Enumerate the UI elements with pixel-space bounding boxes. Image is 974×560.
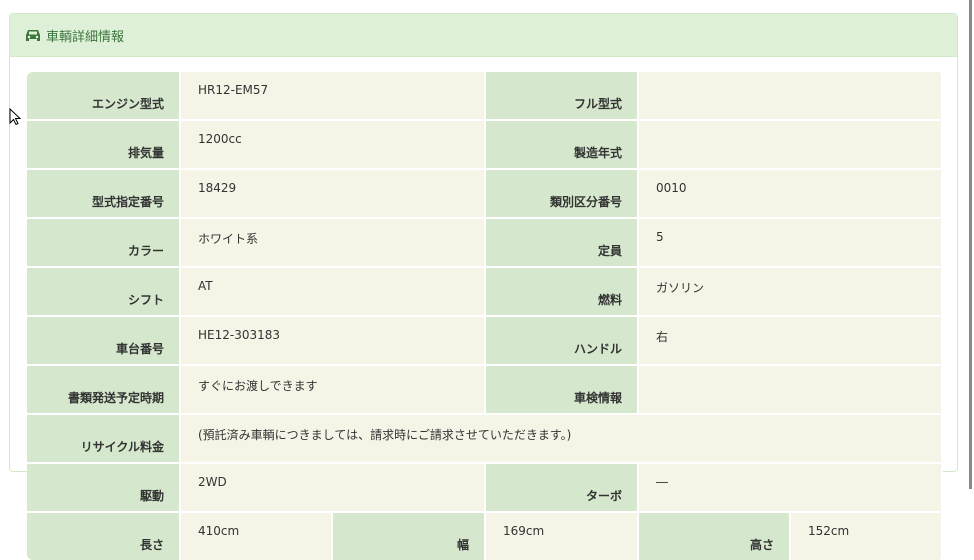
car-icon [26,29,40,41]
field-value: 右 [638,316,944,366]
table-row: 書類発送予定時期 すぐにお渡しできます 車検情報 [27,365,944,415]
table-row: カラー ホワイト系 定員 5 [27,218,944,268]
field-label: 長さ [27,512,181,560]
field-label: フル型式 [485,72,640,121]
vehicle-details-panel: 車輌詳細情報 エンジン型式 HR12-EM57 フル型式 排気量 1200cc 製造年式型… [9,13,958,560]
field-label: 駆動 [27,463,181,513]
field-label: エンジン型式 [27,72,181,121]
table-row: 型式指定番号 18429 類別区分番号 0010 [27,169,944,219]
table-row: 排気量 1200cc 製造年式 [27,120,944,170]
vehicle-spec-table: エンジン型式 HR12-EM57 フル型式 排気量 1200cc 製造年式 型式指定番号 18… [27,72,944,560]
field-value: ― [638,463,944,513]
field-value: すぐにお渡しできます [180,365,487,415]
table-row: シフト AT 燃料 ガソリン [27,267,944,317]
field-value [638,365,944,415]
field-label: 幅 [332,512,487,560]
field-value: ホワイト系 [180,218,487,268]
table-row: リサイクル料金 (預託済み車輌につきましては、請求時にご請求させていただきます。) [27,414,944,464]
field-label: 燃料 [485,267,640,317]
field-label: カラー [27,218,181,268]
scrollbar[interactable] [969,0,972,489]
field-value: 5 [638,218,944,268]
field-value: HE12-303183 [180,316,487,366]
field-value: 152cm [790,512,944,560]
mouse-cursor-icon [9,108,21,126]
field-label: 書類発送予定時期 [27,365,181,415]
field-label: ハンドル [485,316,640,366]
field-value: 410cm [180,512,333,560]
panel-title: 車輌詳細情報 [46,29,125,45]
field-value: 18429 [180,169,487,219]
panel-header: 車輌詳細情報 [10,14,957,57]
field-value: ガソリン [638,267,944,317]
field-value [638,120,944,170]
table-row: 長さ 410cm 幅 169cm 高さ 152cm [27,512,944,560]
field-label: 類別区分番号 [485,169,640,219]
field-label: リサイクル料金 [27,414,181,464]
table-row: エンジン型式 HR12-EM57 フル型式 [27,72,944,121]
field-value: 169cm [485,512,640,560]
field-label: 排気量 [27,120,181,170]
field-value: HR12-EM57 [180,72,487,121]
field-label: 定員 [485,218,640,268]
field-label: ターボ [485,463,640,513]
field-value: 1200cc [180,120,487,170]
field-value: 2WD [180,463,487,513]
field-value: (預託済み車輌につきましては、請求時にご請求させていただきます。) [180,414,944,464]
table-row: 駆動 2WD ターボ ― [27,463,944,513]
table-row: 車台番号 HE12-303183 ハンドル右 [27,316,944,366]
field-label: 型式指定番号 [27,169,181,219]
field-label: 製造年式 [485,120,640,170]
field-value: 0010 [638,169,944,219]
field-value: AT [180,267,487,317]
field-label: 車台番号 [27,316,181,366]
field-label: 高さ [638,512,792,560]
field-label: 車検情報 [485,365,640,415]
field-value [638,72,944,121]
field-label: シフト [27,267,181,317]
